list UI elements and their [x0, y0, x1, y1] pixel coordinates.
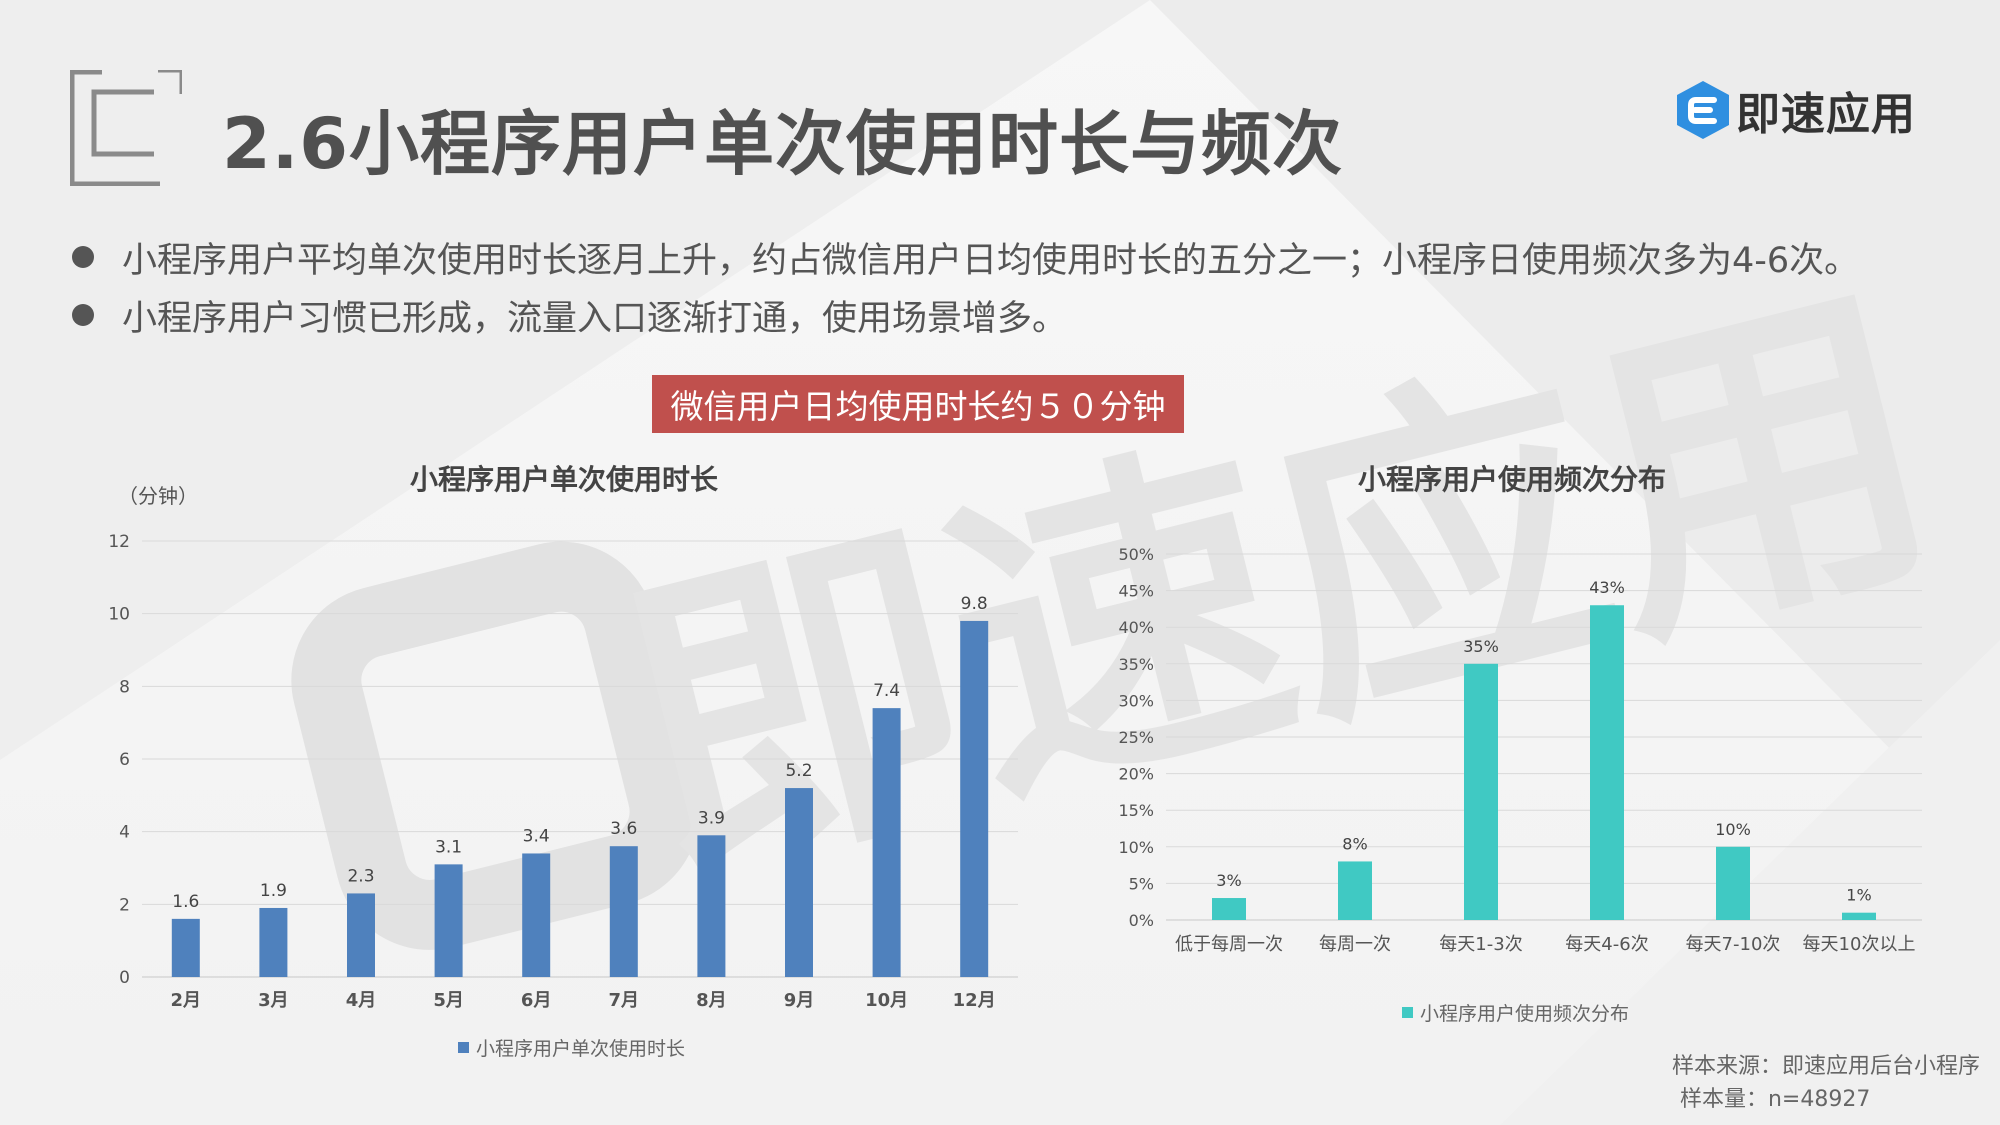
- x-tick-label: 3月: [258, 990, 289, 1011]
- x-tick-label: 9月: [784, 990, 815, 1011]
- y-tick-label: 6: [119, 750, 130, 770]
- source-line: 样本来源：即速应用后台小程序: [1671, 1054, 1980, 1079]
- y-tick-label: 0: [119, 968, 130, 988]
- data-label: 5.2: [785, 761, 812, 781]
- y-tick-label: 4: [119, 823, 130, 843]
- left-chart-unit: （分钟）: [118, 484, 198, 508]
- logo-text: 即速应用: [1736, 89, 1916, 140]
- right-chart-title: 小程序用户使用频次分布: [1358, 463, 1667, 496]
- bar: [785, 788, 813, 977]
- data-label: 3.1: [435, 837, 462, 857]
- e-hexagon-icon: [1677, 81, 1729, 139]
- bullet-item: 小程序用户平均单次使用时长逐月上升，约占微信用户日均使用时长的五分之一；小程序日…: [72, 228, 1859, 286]
- y-tick-label: 12: [108, 532, 130, 552]
- left-chart-title: 小程序用户单次使用时长: [410, 463, 719, 496]
- data-label: 3.6: [610, 819, 637, 839]
- right-chart-legend: 小程序用户使用频次分布: [1402, 999, 1629, 1026]
- data-label: 7.4: [873, 681, 900, 701]
- bar: [960, 620, 989, 977]
- x-tick-label: 12月: [953, 990, 996, 1011]
- bullet-text: 小程序用户习惯已形成，流量入口逐渐打通，使用场景增多。: [122, 298, 1068, 339]
- bar: [609, 846, 638, 977]
- data-label: 2.3: [347, 866, 374, 886]
- x-tick-label: 2月: [171, 990, 202, 1011]
- corner-bracket-icon: [70, 70, 182, 186]
- bullet-text: 小程序用户平均单次使用时长逐月上升，约占微信用户日均使用时长的五分之一；小程序日…: [122, 240, 1860, 281]
- bar: [347, 893, 375, 977]
- data-label: 9.8: [961, 594, 988, 614]
- bar: [259, 907, 288, 977]
- y-tick-label: 2: [119, 895, 130, 915]
- bar: [872, 708, 901, 977]
- bullet-dot-icon: [72, 304, 94, 326]
- data-label: 3.9: [698, 808, 725, 828]
- bullet-list: 小程序用户平均单次使用时长逐月上升，约占微信用户日均使用时长的五分之一；小程序日…: [72, 228, 1859, 344]
- y-tick-label: 8: [119, 677, 130, 697]
- x-tick-label: 6月: [521, 990, 552, 1011]
- data-label: 3.4: [523, 826, 550, 846]
- source-note: 样本来源：即速应用后台小程序 样本量：n=48927: [1672, 1050, 1980, 1116]
- brand-logo: 即速应用: [1674, 78, 1916, 142]
- data-label: 1.6: [172, 892, 199, 912]
- left-chart-legend: 小程序用户单次使用时长: [458, 1034, 685, 1061]
- x-tick-label: 7月: [609, 990, 640, 1011]
- bar: [522, 853, 551, 977]
- x-tick-label: 10月: [865, 990, 908, 1011]
- legend-swatch: [1402, 1007, 1413, 1018]
- x-tick-label: 5月: [433, 990, 464, 1011]
- data-label: 1.9: [260, 881, 287, 901]
- legend-label: 小程序用户使用频次分布: [1420, 1003, 1630, 1025]
- legend-label: 小程序用户单次使用时长: [476, 1038, 686, 1060]
- bar: [434, 864, 463, 977]
- sample-size-line: 样本量：n=48927: [1679, 1087, 1871, 1112]
- bullet-dot-icon: [72, 246, 94, 268]
- highlight-callout: 微信用户日均使用时长约５０分钟: [652, 375, 1184, 433]
- bar: [171, 918, 200, 977]
- x-tick-label: 4月: [346, 990, 377, 1011]
- x-tick-label: 8月: [696, 990, 727, 1011]
- y-tick-label: 10: [108, 605, 130, 625]
- bar: [697, 835, 726, 977]
- page-title: 2.6小程序用户单次使用时长与频次: [222, 103, 1344, 185]
- legend-swatch: [458, 1042, 469, 1053]
- bullet-item: 小程序用户习惯已形成，流量入口逐渐打通，使用场景增多。: [72, 286, 1859, 344]
